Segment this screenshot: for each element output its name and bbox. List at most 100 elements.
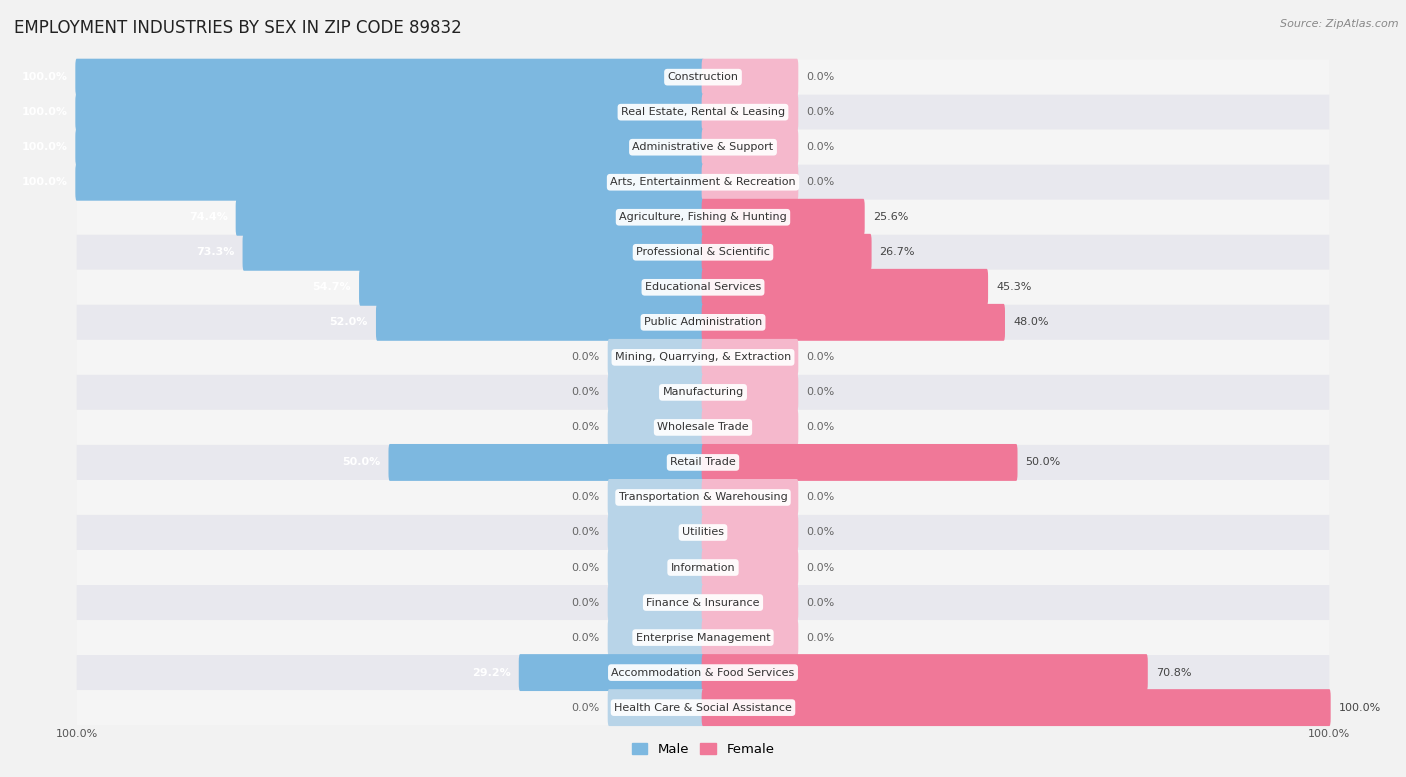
FancyBboxPatch shape bbox=[702, 689, 1330, 726]
FancyBboxPatch shape bbox=[607, 549, 704, 586]
FancyBboxPatch shape bbox=[77, 165, 1329, 200]
FancyBboxPatch shape bbox=[702, 444, 1018, 481]
Text: Manufacturing: Manufacturing bbox=[662, 388, 744, 397]
Text: 74.4%: 74.4% bbox=[188, 212, 228, 222]
Text: Administrative & Support: Administrative & Support bbox=[633, 142, 773, 152]
FancyBboxPatch shape bbox=[702, 129, 799, 166]
Legend: Male, Female: Male, Female bbox=[626, 737, 780, 761]
Text: 50.0%: 50.0% bbox=[342, 458, 381, 468]
Text: Transportation & Warehousing: Transportation & Warehousing bbox=[619, 493, 787, 503]
FancyBboxPatch shape bbox=[607, 479, 704, 516]
FancyBboxPatch shape bbox=[702, 549, 799, 586]
Text: Public Administration: Public Administration bbox=[644, 317, 762, 327]
Text: Utilities: Utilities bbox=[682, 528, 724, 538]
Text: Construction: Construction bbox=[668, 72, 738, 82]
Text: 0.0%: 0.0% bbox=[807, 598, 835, 608]
Text: Wholesale Trade: Wholesale Trade bbox=[657, 423, 749, 433]
Text: Health Care & Social Assistance: Health Care & Social Assistance bbox=[614, 702, 792, 713]
Text: 0.0%: 0.0% bbox=[571, 352, 599, 362]
FancyBboxPatch shape bbox=[388, 444, 704, 481]
FancyBboxPatch shape bbox=[607, 374, 704, 411]
Text: 0.0%: 0.0% bbox=[807, 388, 835, 397]
Text: 25.6%: 25.6% bbox=[873, 212, 908, 222]
Text: 100.0%: 100.0% bbox=[21, 142, 67, 152]
Text: 100.0%: 100.0% bbox=[21, 177, 67, 187]
FancyBboxPatch shape bbox=[77, 585, 1329, 620]
FancyBboxPatch shape bbox=[77, 480, 1329, 515]
FancyBboxPatch shape bbox=[236, 199, 704, 235]
FancyBboxPatch shape bbox=[77, 655, 1329, 690]
FancyBboxPatch shape bbox=[77, 235, 1329, 270]
FancyBboxPatch shape bbox=[76, 164, 704, 200]
Text: 73.3%: 73.3% bbox=[197, 247, 235, 257]
Text: 0.0%: 0.0% bbox=[571, 388, 599, 397]
Text: 48.0%: 48.0% bbox=[1012, 317, 1049, 327]
FancyBboxPatch shape bbox=[77, 550, 1329, 585]
FancyBboxPatch shape bbox=[607, 409, 704, 446]
Text: 0.0%: 0.0% bbox=[571, 598, 599, 608]
FancyBboxPatch shape bbox=[77, 445, 1329, 480]
FancyBboxPatch shape bbox=[77, 690, 1329, 725]
Text: 0.0%: 0.0% bbox=[807, 493, 835, 503]
Text: Real Estate, Rental & Leasing: Real Estate, Rental & Leasing bbox=[621, 107, 785, 117]
FancyBboxPatch shape bbox=[607, 619, 704, 656]
FancyBboxPatch shape bbox=[702, 374, 799, 411]
Text: 0.0%: 0.0% bbox=[807, 177, 835, 187]
Text: 0.0%: 0.0% bbox=[807, 107, 835, 117]
Text: Finance & Insurance: Finance & Insurance bbox=[647, 598, 759, 608]
Text: 0.0%: 0.0% bbox=[807, 528, 835, 538]
FancyBboxPatch shape bbox=[702, 409, 799, 446]
FancyBboxPatch shape bbox=[77, 130, 1329, 165]
Text: 100.0%: 100.0% bbox=[1308, 729, 1350, 739]
Text: 70.8%: 70.8% bbox=[1156, 667, 1191, 678]
Text: 50.0%: 50.0% bbox=[1025, 458, 1060, 468]
Text: 0.0%: 0.0% bbox=[807, 72, 835, 82]
FancyBboxPatch shape bbox=[77, 515, 1329, 550]
FancyBboxPatch shape bbox=[702, 234, 872, 270]
FancyBboxPatch shape bbox=[77, 270, 1329, 305]
FancyBboxPatch shape bbox=[77, 620, 1329, 655]
FancyBboxPatch shape bbox=[702, 164, 799, 200]
FancyBboxPatch shape bbox=[77, 60, 1329, 95]
FancyBboxPatch shape bbox=[519, 654, 704, 691]
Text: Agriculture, Fishing & Hunting: Agriculture, Fishing & Hunting bbox=[619, 212, 787, 222]
Text: Retail Trade: Retail Trade bbox=[671, 458, 735, 468]
FancyBboxPatch shape bbox=[702, 59, 799, 96]
FancyBboxPatch shape bbox=[375, 304, 704, 341]
FancyBboxPatch shape bbox=[607, 514, 704, 551]
FancyBboxPatch shape bbox=[702, 339, 799, 376]
Text: 0.0%: 0.0% bbox=[571, 423, 599, 433]
Text: 45.3%: 45.3% bbox=[995, 282, 1032, 292]
Text: 100.0%: 100.0% bbox=[21, 72, 67, 82]
FancyBboxPatch shape bbox=[77, 375, 1329, 410]
FancyBboxPatch shape bbox=[77, 340, 1329, 375]
Text: 0.0%: 0.0% bbox=[571, 528, 599, 538]
Text: 0.0%: 0.0% bbox=[807, 352, 835, 362]
FancyBboxPatch shape bbox=[607, 339, 704, 376]
FancyBboxPatch shape bbox=[76, 94, 704, 131]
FancyBboxPatch shape bbox=[702, 654, 1147, 691]
Text: Accommodation & Food Services: Accommodation & Food Services bbox=[612, 667, 794, 678]
Text: Educational Services: Educational Services bbox=[645, 282, 761, 292]
Text: 0.0%: 0.0% bbox=[571, 702, 599, 713]
FancyBboxPatch shape bbox=[702, 619, 799, 656]
Text: EMPLOYMENT INDUSTRIES BY SEX IN ZIP CODE 89832: EMPLOYMENT INDUSTRIES BY SEX IN ZIP CODE… bbox=[14, 19, 461, 37]
FancyBboxPatch shape bbox=[702, 304, 1005, 341]
FancyBboxPatch shape bbox=[77, 410, 1329, 445]
Text: 0.0%: 0.0% bbox=[571, 632, 599, 643]
Text: 52.0%: 52.0% bbox=[329, 317, 368, 327]
Text: 100.0%: 100.0% bbox=[56, 729, 98, 739]
Text: Source: ZipAtlas.com: Source: ZipAtlas.com bbox=[1281, 19, 1399, 30]
Text: 0.0%: 0.0% bbox=[807, 423, 835, 433]
Text: 100.0%: 100.0% bbox=[1339, 702, 1381, 713]
FancyBboxPatch shape bbox=[607, 584, 704, 621]
FancyBboxPatch shape bbox=[76, 129, 704, 166]
Text: Information: Information bbox=[671, 563, 735, 573]
FancyBboxPatch shape bbox=[77, 95, 1329, 130]
Text: 54.7%: 54.7% bbox=[312, 282, 352, 292]
FancyBboxPatch shape bbox=[702, 199, 865, 235]
Text: Mining, Quarrying, & Extraction: Mining, Quarrying, & Extraction bbox=[614, 352, 792, 362]
FancyBboxPatch shape bbox=[702, 584, 799, 621]
FancyBboxPatch shape bbox=[702, 269, 988, 306]
FancyBboxPatch shape bbox=[77, 200, 1329, 235]
